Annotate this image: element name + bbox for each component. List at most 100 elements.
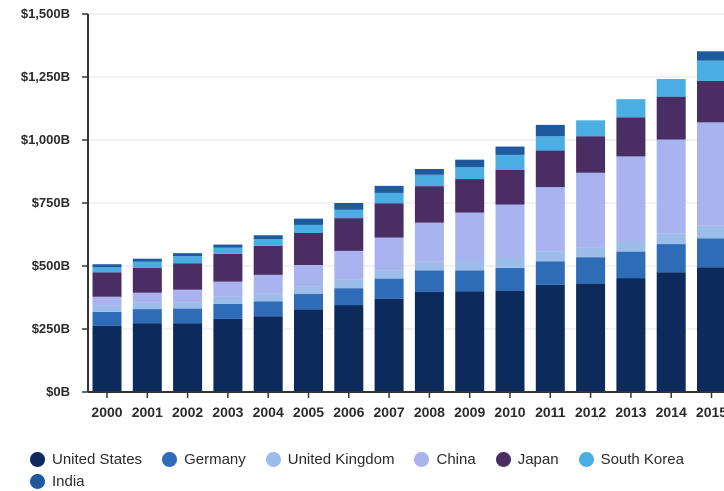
- bar-segment-japan: [616, 117, 646, 157]
- bar-segment-japan: [132, 268, 162, 293]
- legend-label: United Kingdom: [287, 450, 395, 468]
- legend-item[interactable]: India: [30, 472, 85, 490]
- bar-segment-germany: [616, 251, 646, 279]
- legend-label: China: [436, 450, 476, 468]
- bar-segment-india: [173, 253, 203, 257]
- legend-label: South Korea: [600, 450, 684, 468]
- bar-segment-germany: [213, 303, 243, 319]
- legend-item[interactable]: Japan: [495, 450, 559, 468]
- x-tick-label: 2012: [575, 404, 606, 420]
- bar-segment-china: [414, 222, 444, 262]
- bar-segment-india: [253, 235, 283, 240]
- legend: United States Germany United Kingdom China J…: [30, 450, 720, 490]
- bar-segment-germany: [656, 244, 686, 273]
- y-tick-label: $250B: [32, 321, 70, 336]
- bar-segment-south-korea: [213, 247, 243, 254]
- legend-label: Japan: [517, 450, 559, 468]
- bar-segment-india: [294, 218, 323, 225]
- bar-segment-south-korea: [495, 154, 525, 170]
- bar-segment-germany: [495, 268, 525, 291]
- bar-segment-japan: [374, 203, 404, 238]
- bar-segment-germany: [92, 311, 122, 326]
- x-tick-label: 2002: [172, 404, 203, 420]
- bar-segment-japan: [334, 218, 364, 251]
- bar-segment-united-states: [253, 316, 283, 392]
- x-tick-label: 2000: [91, 404, 122, 420]
- bar-segment-south-korea: [414, 174, 444, 187]
- bar-segment-germany: [132, 309, 162, 324]
- bar-segment-germany: [253, 301, 283, 317]
- legend-swatch: [578, 451, 594, 467]
- bar-segment-china: [697, 122, 724, 226]
- bar-segment-japan: [294, 232, 323, 265]
- bar-segment-china: [374, 237, 404, 271]
- x-tick-label: 2013: [615, 404, 646, 420]
- bar-segment-united-kingdom: [334, 279, 364, 289]
- bar-segment-germany: [535, 261, 565, 285]
- bar-segment-united-states: [616, 278, 646, 392]
- bar-segment-china: [132, 292, 162, 303]
- bar-segment-china: [576, 172, 606, 248]
- bar-segment-japan: [455, 179, 485, 213]
- bar-segment-united-states: [697, 267, 724, 392]
- bar-segment-japan: [173, 263, 203, 290]
- axes: [82, 13, 724, 398]
- bar-segment-japan: [656, 96, 686, 140]
- bar-segment-united-kingdom: [414, 261, 444, 271]
- bar-segment-united-states: [173, 323, 203, 392]
- bar-segment-south-korea: [455, 167, 485, 180]
- x-tick-label: 2007: [374, 404, 405, 420]
- bar-segment-germany: [414, 270, 444, 292]
- bar-segment-china: [616, 156, 646, 242]
- bar-segment-germany: [294, 293, 323, 310]
- bar-segment-united-kingdom: [374, 270, 404, 279]
- x-tick-label: 2001: [132, 404, 163, 420]
- bar-segment-united-kingdom: [213, 296, 243, 304]
- bar-segment-india: [374, 185, 404, 193]
- bar-segment-india: [455, 159, 485, 168]
- bar-segment-japan: [253, 245, 283, 275]
- x-tick-label: 2008: [414, 404, 445, 420]
- bar-segment-united-states: [92, 325, 122, 392]
- bar-segment-china: [253, 274, 283, 294]
- bar-segment-united-kingdom: [253, 293, 283, 302]
- x-tick-label: 2014: [656, 404, 687, 420]
- y-tick-label: $1,000B: [21, 132, 70, 147]
- bar-segment-india: [132, 258, 162, 262]
- stacked-bar-chart: $0B$250B$500B$750B$1,000B$1,250B$1,500B …: [21, 6, 724, 420]
- bar-segment-south-korea: [253, 239, 283, 246]
- bar-segment-japan: [697, 80, 724, 123]
- bar-segment-germany: [576, 257, 606, 284]
- legend-item[interactable]: China: [414, 450, 476, 468]
- legend-swatch: [414, 451, 430, 467]
- bars: [92, 51, 724, 392]
- bar-segment-china: [334, 250, 364, 280]
- y-tick-label: $0B: [46, 384, 70, 399]
- legend-item[interactable]: United States: [30, 450, 142, 468]
- legend-swatch: [162, 451, 178, 467]
- legend-item[interactable]: South Korea: [578, 450, 684, 468]
- y-tick-labels: $0B $250B $500B $750B $1,000B $1,250B $1,500B: [21, 6, 70, 399]
- bar-segment-united-kingdom: [92, 305, 122, 312]
- legend-item[interactable]: United Kingdom: [265, 450, 395, 468]
- bar-segment-united-states: [213, 318, 243, 392]
- legend-label: India: [52, 472, 85, 490]
- bar-segment-united-states: [414, 291, 444, 392]
- bar-segment-united-kingdom: [616, 241, 646, 252]
- bar-segment-india: [92, 264, 122, 268]
- legend-swatch: [30, 451, 45, 467]
- bar-segment-germany: [173, 308, 203, 324]
- legend-item[interactable]: Germany: [162, 450, 246, 468]
- bar-segment-south-korea: [656, 79, 686, 97]
- bar-segment-japan: [92, 272, 122, 297]
- bar-segment-germany: [697, 238, 724, 268]
- bar-segment-united-kingdom: [697, 225, 724, 239]
- legend-swatch: [265, 451, 281, 467]
- bar-segment-japan: [213, 253, 243, 282]
- bar-segment-china: [294, 264, 323, 287]
- legend-label: United States: [52, 450, 143, 468]
- bar-segment-china: [92, 296, 122, 306]
- bar-segment-india: [495, 146, 525, 155]
- bar-segment-japan: [414, 186, 444, 223]
- x-tick-label: 2004: [253, 404, 284, 420]
